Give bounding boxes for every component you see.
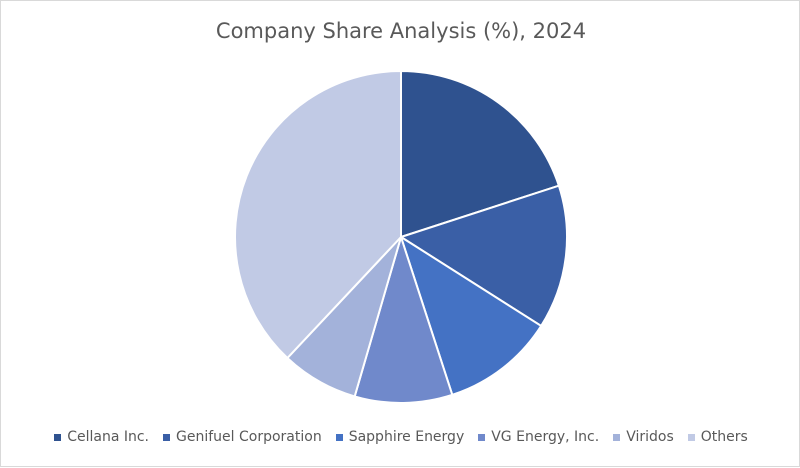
- chart-title: Company Share Analysis (%), 2024: [215, 19, 587, 43]
- pie-slice-cellana-inc: [400, 69, 561, 239]
- pie-slice-sapphire-energy: [399, 234, 543, 397]
- legend-label: VG Energy, Inc.: [491, 429, 600, 445]
- legend-swatch: [163, 433, 171, 441]
- legend-item: Genifuel Corporation: [163, 429, 322, 445]
- pie-slice-genifuel-corporation: [398, 184, 568, 328]
- legend-label: Sapphire Energy: [348, 429, 465, 445]
- chart-legend: Cellana Inc. Genifuel Corporation Sapphire…: [1, 429, 800, 445]
- legend-swatch: [687, 433, 695, 441]
- legend-item: VG Energy, Inc.: [478, 429, 599, 445]
- legend-swatch: [478, 433, 486, 441]
- legend-item: Others: [687, 429, 748, 445]
- legend-label: Cellana Inc.: [67, 429, 150, 445]
- legend-swatch: [335, 433, 343, 441]
- legend-swatch: [54, 433, 62, 441]
- legend-swatch: [613, 433, 621, 441]
- legend-item: Viridos: [613, 429, 674, 445]
- pie-slice-vg-energy-inc: [353, 233, 454, 404]
- legend-label: Viridos: [626, 429, 674, 445]
- pie-slice-others: [234, 69, 402, 360]
- legend-item: Cellana Inc.: [54, 429, 149, 445]
- legend-label: Others: [700, 429, 748, 445]
- legend-label: Genifuel Corporation: [176, 429, 322, 445]
- legend-item: Sapphire Energy: [335, 429, 465, 445]
